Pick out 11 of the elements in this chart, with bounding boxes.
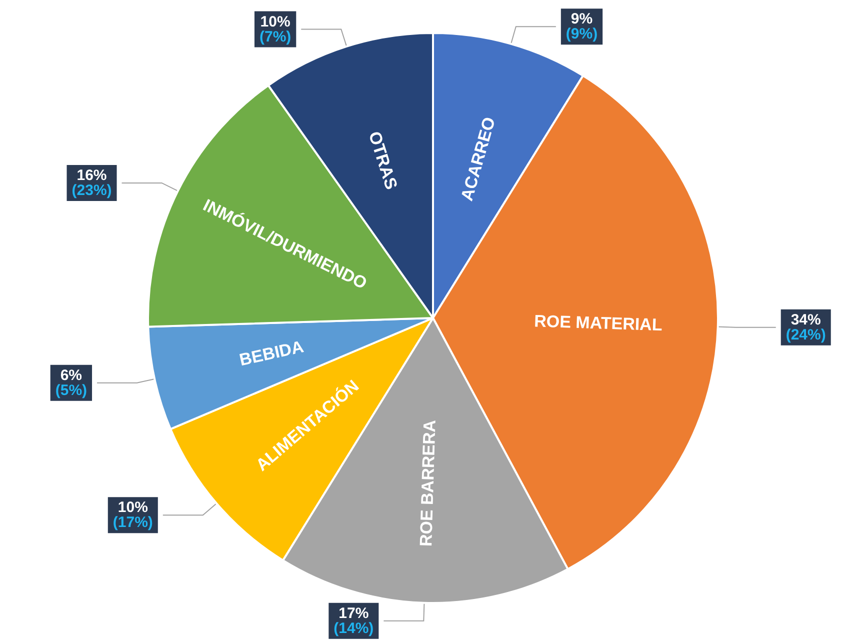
slice-label: OTRAS <box>364 129 401 192</box>
data-label: 16% (23%) <box>72 166 112 199</box>
data-label: 10% (7%) <box>259 13 292 46</box>
data-label: 34% (24%) <box>786 311 826 344</box>
data-label: 10% (17%) <box>112 499 153 532</box>
slice-label: BEBIDA <box>238 337 306 370</box>
slice-label: ROE BARRERA <box>416 420 440 547</box>
slice-label: ROE MATERIAL <box>534 312 663 335</box>
data-label: 6% (5%) <box>55 366 88 399</box>
data-label: 17% (14%) <box>334 604 374 637</box>
data-label: 9% (9%) <box>566 10 598 43</box>
